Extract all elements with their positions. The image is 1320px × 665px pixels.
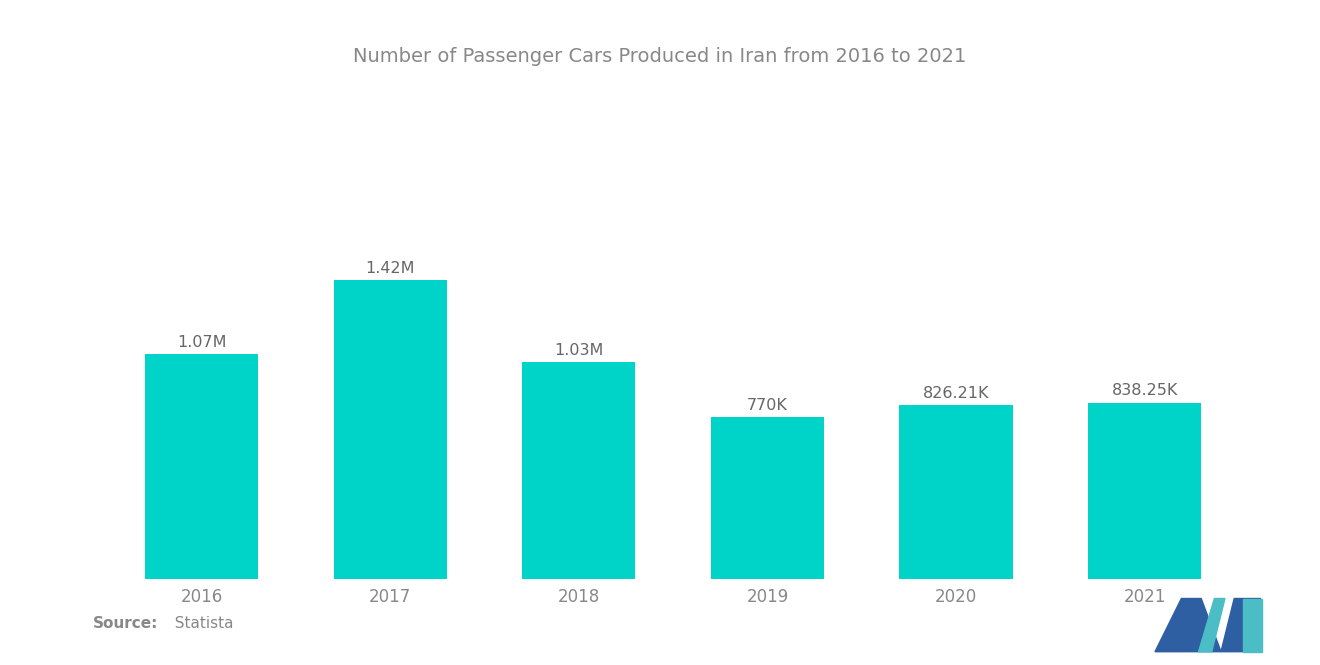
Text: Number of Passenger Cars Produced in Iran from 2016 to 2021: Number of Passenger Cars Produced in Ira… — [354, 47, 966, 66]
Polygon shape — [1155, 598, 1221, 652]
Text: 1.42M: 1.42M — [366, 261, 414, 276]
Text: Source:: Source: — [92, 616, 158, 632]
Text: 826.21K: 826.21K — [923, 386, 989, 401]
Polygon shape — [1199, 598, 1225, 652]
Bar — [899, 405, 1012, 579]
Text: 770K: 770K — [747, 398, 788, 413]
Bar — [711, 417, 824, 579]
Text: 1.07M: 1.07M — [177, 334, 227, 350]
Text: 838.25K: 838.25K — [1111, 383, 1177, 398]
Text: 1.03M: 1.03M — [554, 343, 603, 358]
Polygon shape — [1221, 598, 1261, 652]
Bar — [523, 362, 635, 579]
Polygon shape — [1243, 598, 1262, 652]
Bar — [1088, 402, 1201, 579]
Bar — [145, 354, 259, 579]
Bar — [334, 281, 447, 579]
Text: Statista: Statista — [165, 616, 234, 632]
